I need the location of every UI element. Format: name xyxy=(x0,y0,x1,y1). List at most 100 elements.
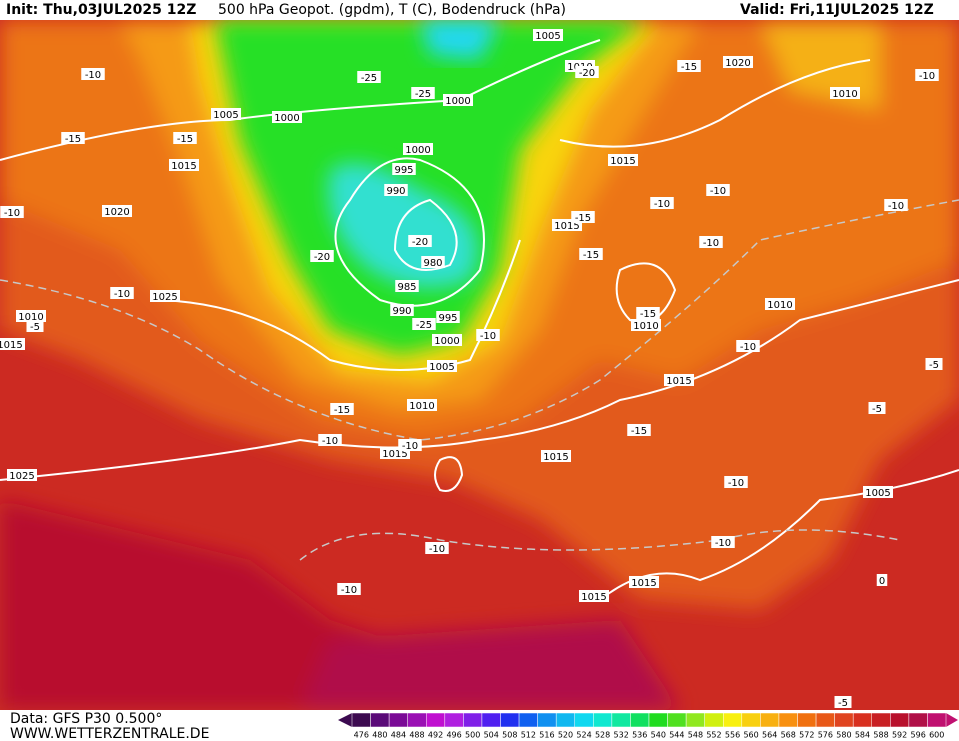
temperature-label: -10 xyxy=(728,478,744,489)
temperature-label-box xyxy=(699,236,723,248)
colorbar-label: 500 xyxy=(465,731,480,740)
temperature-label: -15 xyxy=(65,134,81,145)
temperature-label: -10 xyxy=(429,544,445,555)
pressure-label: 1005 xyxy=(535,31,560,42)
temperature-label-box xyxy=(627,424,651,436)
temperature-label-box xyxy=(330,403,354,415)
pressure-label-box xyxy=(629,576,659,588)
temperature-label: -15 xyxy=(640,309,656,320)
pressure-label: 1005 xyxy=(213,110,238,121)
colorbar-label: 484 xyxy=(391,731,406,740)
pressure-label-box xyxy=(384,184,408,196)
colorbar-swatch xyxy=(481,712,501,728)
temperature-label-box xyxy=(411,87,435,99)
site-name: WWW.WETTERZENTRALE.DE xyxy=(10,726,209,741)
pressure-label: 1010 xyxy=(832,89,857,100)
temperature-label-box xyxy=(724,476,748,488)
colorbar-label: 520 xyxy=(558,731,573,740)
temperature-label: -15 xyxy=(334,405,350,416)
colorbar-swatch xyxy=(871,712,891,728)
pressure-label-box xyxy=(765,298,795,310)
temperature-label-box xyxy=(412,318,436,330)
pressure-label-box xyxy=(169,159,199,171)
pressure-label: 1015 xyxy=(581,592,606,603)
temperature-label-box xyxy=(310,250,334,262)
colorbar-label: 508 xyxy=(502,731,517,740)
temperature-label-box xyxy=(110,287,134,299)
colorbar-swatch xyxy=(611,712,631,728)
colorbar-swatch xyxy=(648,712,668,728)
colorbar-label: 584 xyxy=(855,731,870,740)
colorbar-label: 496 xyxy=(446,731,461,740)
pressure-label: 1010 xyxy=(18,312,43,323)
temperature-label-box xyxy=(575,66,599,78)
temperature-label: -10 xyxy=(888,201,904,212)
colorbar-label: 524 xyxy=(576,731,591,740)
pressure-label-box xyxy=(272,111,302,123)
colorbar-label: 540 xyxy=(651,731,666,740)
colorbar-swatch xyxy=(741,712,761,728)
pressure-label: 990 xyxy=(386,186,405,197)
temperature-label-box xyxy=(398,439,422,451)
colorbar-label: 564 xyxy=(762,731,777,740)
pressure-label-box xyxy=(579,590,609,602)
colorbar-swatch xyxy=(667,712,687,728)
temperature-label-box xyxy=(173,132,197,144)
pressure-label: 1000 xyxy=(405,145,430,156)
temperature-label-box xyxy=(736,340,760,352)
colorbar-label: 572 xyxy=(799,731,814,740)
colorbar-label: 600 xyxy=(929,731,944,740)
colorbar-label: 588 xyxy=(873,731,888,740)
colorbar-swatch xyxy=(797,712,817,728)
temperature-label-box xyxy=(318,434,342,446)
pressure-label: 1015 xyxy=(610,156,635,167)
colorbar-swatch xyxy=(815,712,835,728)
temperature-label-box xyxy=(834,696,852,708)
temperature-label: -10 xyxy=(4,208,20,219)
colorbar-swatch xyxy=(685,712,705,728)
pressure-label-box xyxy=(541,450,571,462)
pressure-label-box xyxy=(863,486,893,498)
colorbar-swatch xyxy=(890,712,910,728)
pressure-label: 1000 xyxy=(434,336,459,347)
colorbar: 476 480 484 488 492 496 500 504 508 512 516 520 524 5… xyxy=(338,712,958,740)
colorbar-label: 488 xyxy=(409,731,424,740)
pressure-label-box xyxy=(631,319,661,331)
temperature-label: -10 xyxy=(114,289,130,300)
colorbar-swatch xyxy=(852,712,872,728)
pressure-label-box xyxy=(16,310,46,322)
pressure-label: 1015 xyxy=(0,340,23,351)
pressure-label-box xyxy=(150,290,180,302)
colorbar-label: 592 xyxy=(892,731,907,740)
temperature-label: -5 xyxy=(838,698,848,709)
pressure-label: 1015 xyxy=(543,452,568,463)
colorbar-label: 512 xyxy=(521,731,536,740)
colorbar-label: 536 xyxy=(632,731,647,740)
colorbar-swatch xyxy=(760,712,780,728)
pressure-label-box xyxy=(7,469,37,481)
temperature-label: -15 xyxy=(631,426,647,437)
colorbar-label: 504 xyxy=(484,731,499,740)
temperature-label-box xyxy=(337,583,361,595)
colorbar-swatch xyxy=(463,712,483,728)
pressure-label-box xyxy=(403,143,433,155)
temperature-label-box xyxy=(61,132,85,144)
temperature-label: -10 xyxy=(919,71,935,82)
temperature-label: -10 xyxy=(85,70,101,81)
colorbar-swatch xyxy=(630,712,650,728)
temperature-label: -10 xyxy=(710,186,726,197)
temperature-label: -15 xyxy=(575,213,591,224)
temperature-label-box xyxy=(476,329,500,341)
temperature-label: -20 xyxy=(412,237,428,248)
colorbar-label: 544 xyxy=(669,731,684,740)
pressure-label-box xyxy=(664,374,694,386)
temperature-label-box xyxy=(636,307,660,319)
colorbar-swatch xyxy=(444,712,464,728)
colorbar-swatch xyxy=(927,712,947,728)
pressure-label: 1010 xyxy=(633,321,658,332)
colorbar-arrow-left xyxy=(338,713,352,727)
contour-labels: 1005 1010 1000 1005 1000 1000 995 990 980 985 990 9… xyxy=(0,29,943,709)
data-source: Data: GFS P30 0.500° xyxy=(10,711,162,727)
colorbar-arrow-right xyxy=(946,713,958,727)
